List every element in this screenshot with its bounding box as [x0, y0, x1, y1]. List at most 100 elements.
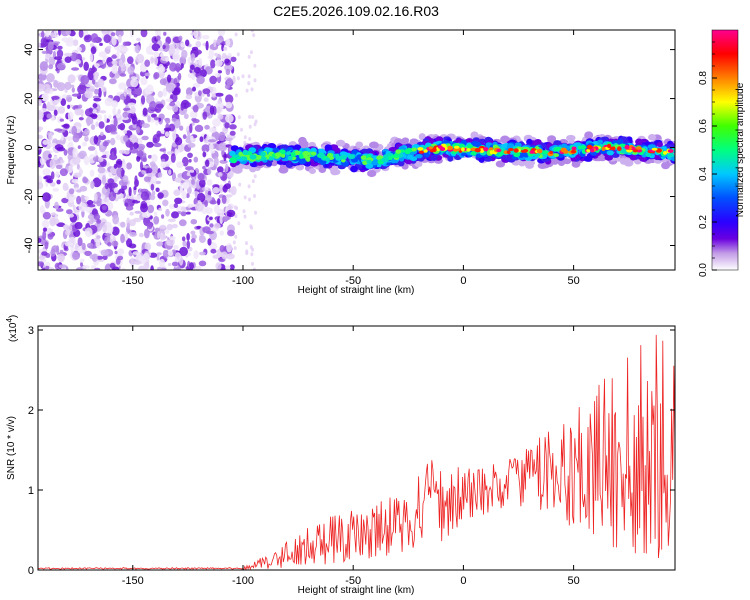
noise-blob — [118, 34, 122, 44]
noise-blob — [114, 250, 118, 255]
noise-blob — [214, 92, 224, 97]
signal-blob — [424, 152, 430, 158]
noise-blob — [93, 97, 102, 102]
noise-blob — [130, 257, 134, 268]
noise-blob — [202, 226, 211, 234]
noise-blob — [171, 223, 178, 229]
noise-blob — [224, 58, 230, 64]
noise-blob — [149, 161, 156, 167]
noise-blob — [110, 131, 118, 135]
noise-blob — [72, 147, 78, 158]
noise-blob — [187, 142, 196, 148]
noise-blob — [179, 184, 183, 194]
noise-blob — [123, 135, 129, 143]
noise-blob — [182, 240, 187, 247]
noise-blob — [245, 88, 249, 93]
colorbar-tick-label: 0.4 — [698, 167, 709, 181]
noise-blob — [230, 56, 237, 62]
noise-blob — [46, 73, 55, 83]
signal-blob — [298, 136, 307, 145]
noise-blob — [193, 66, 201, 74]
noise-blob — [147, 154, 152, 159]
noise-blob — [165, 57, 169, 62]
noise-blob — [86, 242, 94, 249]
noise-blob — [38, 73, 47, 81]
noise-blob — [140, 191, 150, 201]
noise-blob — [179, 125, 184, 131]
noise-blob — [106, 150, 110, 160]
noise-blob — [189, 110, 198, 119]
noise-blob — [157, 172, 163, 178]
noise-blob — [226, 253, 235, 260]
signal-blob — [280, 144, 287, 150]
noise-blob — [156, 266, 163, 270]
noise-blob — [213, 204, 220, 214]
noise-blob — [64, 242, 74, 247]
signal-blob — [395, 149, 402, 155]
signal-blob — [542, 150, 549, 155]
noise-blob — [156, 241, 164, 247]
signal-blob — [231, 165, 241, 173]
noise-blob — [254, 119, 258, 124]
noise-blob — [112, 214, 120, 225]
noise-blob — [190, 238, 196, 244]
noise-blob — [199, 136, 204, 143]
snr-panel: -150 -100 -50 0 50 0 1 2 3 Height of straight li… — [5, 315, 676, 596]
noise-blob — [110, 137, 116, 146]
noise-blob — [166, 239, 171, 246]
signal-blob — [470, 151, 477, 156]
noise-blob — [223, 46, 228, 51]
signal-blob — [398, 146, 407, 151]
noise-blob — [254, 210, 257, 215]
noise-blob — [64, 81, 72, 91]
noise-blob — [92, 103, 98, 109]
noise-blob — [209, 199, 217, 205]
signal-blob — [667, 152, 675, 158]
noise-blob — [90, 33, 99, 43]
noise-blob — [182, 181, 190, 190]
noise-blob — [75, 59, 81, 65]
noise-blob — [187, 130, 191, 137]
noise-blob — [80, 108, 84, 118]
noise-blob — [155, 180, 161, 185]
signal-blob — [624, 145, 630, 150]
noise-blob — [213, 156, 219, 167]
noise-blob — [121, 267, 126, 270]
signal-blob — [388, 156, 393, 161]
noise-blob — [234, 214, 238, 219]
noise-blob — [253, 194, 256, 198]
noise-blob — [133, 260, 142, 265]
x-tick-label: -50 — [345, 575, 361, 587]
signal-blob — [606, 150, 614, 156]
noise-blob — [193, 250, 199, 260]
signal-blob — [238, 151, 243, 157]
noise-blob — [187, 152, 193, 158]
signal-blob — [467, 144, 473, 149]
noise-blob — [178, 219, 187, 227]
noise-blob — [65, 94, 73, 103]
noise-blob — [63, 149, 68, 156]
noise-blob — [146, 84, 154, 95]
noise-blob — [199, 69, 207, 78]
noise-blob — [251, 261, 254, 266]
noise-blob — [101, 30, 107, 35]
noise-blob — [165, 83, 175, 93]
signal-blob — [308, 168, 316, 174]
noise-blob — [141, 210, 151, 219]
signal-blob — [537, 162, 548, 169]
signal-blob — [506, 150, 511, 154]
noise-blob — [212, 118, 221, 127]
noise-blob — [168, 169, 172, 176]
noise-blob — [128, 196, 138, 200]
noise-blob — [143, 176, 150, 183]
noise-blob — [157, 192, 164, 199]
noise-blob — [118, 65, 122, 76]
noise-blob — [206, 179, 213, 186]
noise-blob — [111, 60, 118, 65]
noise-blob — [224, 84, 230, 90]
signal-blob — [584, 131, 594, 139]
noise-blob — [190, 53, 196, 62]
noise-blob — [61, 37, 69, 42]
noise-blob — [243, 214, 247, 219]
signal-blob — [415, 154, 423, 159]
